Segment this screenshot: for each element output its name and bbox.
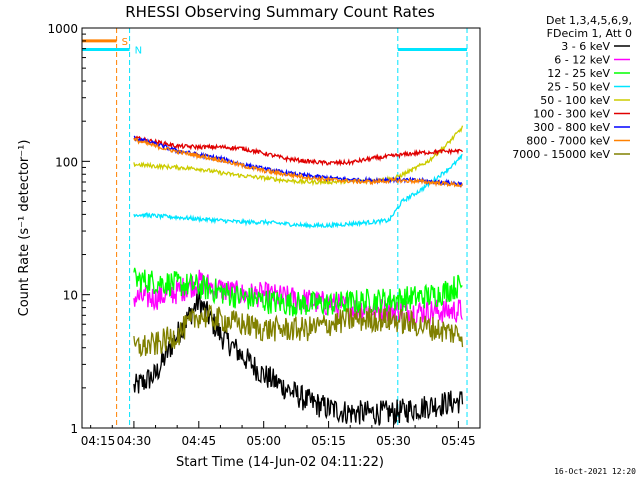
series-line-3: [133, 153, 463, 230]
x-tick-label-6: 05:45: [441, 434, 476, 448]
series-line-5: [133, 135, 464, 167]
legend-label-1: 6 - 12 keV: [554, 54, 610, 67]
legend-label-6: 300 - 800 keV: [533, 121, 610, 134]
legend-label-4: 50 - 100 keV: [540, 94, 610, 107]
x-tick-label-1: 04:30: [117, 434, 152, 448]
legend-label-7: 800 - 7000 keV: [526, 135, 610, 148]
footer-timestamp: 16-Oct-2021 12:20: [554, 467, 636, 476]
y-tick-label-3: 1000: [47, 22, 78, 36]
x-tick-label-0: 04:15: [81, 434, 116, 448]
axes-layer: 04:15 04:30 04:45 05:00 05:15 05:30 05:45 1 10 10…: [47, 22, 481, 448]
chart-title: RHESSI Observing Summary Count Rates: [125, 3, 435, 21]
plot-frame: [81, 27, 481, 429]
series-line-0: [133, 291, 464, 426]
flag-layer: SN: [82, 28, 468, 428]
legend-label-3: 25 - 50 keV: [547, 81, 610, 94]
series-line-4: [133, 125, 464, 187]
y-tick-label-1: 10: [63, 289, 78, 303]
legend-label-2: 12 - 25 keV: [547, 67, 610, 80]
legend-label-8: 7000 - 15000 keV: [512, 148, 610, 161]
flag-label-s: S: [122, 37, 128, 48]
legend-label-0: 3 - 6 keV: [561, 40, 610, 53]
series-line-8: [133, 304, 464, 358]
series-layer: [133, 125, 464, 426]
y-tick-label-0: 1: [70, 422, 78, 436]
flag-label-n: N: [135, 45, 142, 56]
series-line-7: [133, 137, 464, 188]
legend-header-0: Det 1,3,4,5,6,9,: [546, 14, 632, 27]
legend-header-1: FDecim 1, Att 0: [547, 27, 632, 40]
y-tick-label-2: 100: [55, 155, 78, 169]
y-axis-label: Count Rate (s⁻¹ detector⁻¹): [17, 140, 32, 317]
legend: Det 1,3,4,5,6,9,FDecim 1, Att 03 - 6 keV…: [512, 14, 632, 161]
x-tick-label-5: 05:30: [376, 434, 411, 448]
x-tick-label-2: 04:45: [182, 434, 217, 448]
x-tick-label-3: 05:00: [246, 434, 281, 448]
x-tick-label-4: 05:15: [311, 434, 346, 448]
legend-label-5: 100 - 300 keV: [533, 108, 610, 121]
x-axis-label: Start Time (14-Jun-02 04:11:22): [176, 455, 384, 470]
series-line-2: [133, 267, 463, 318]
